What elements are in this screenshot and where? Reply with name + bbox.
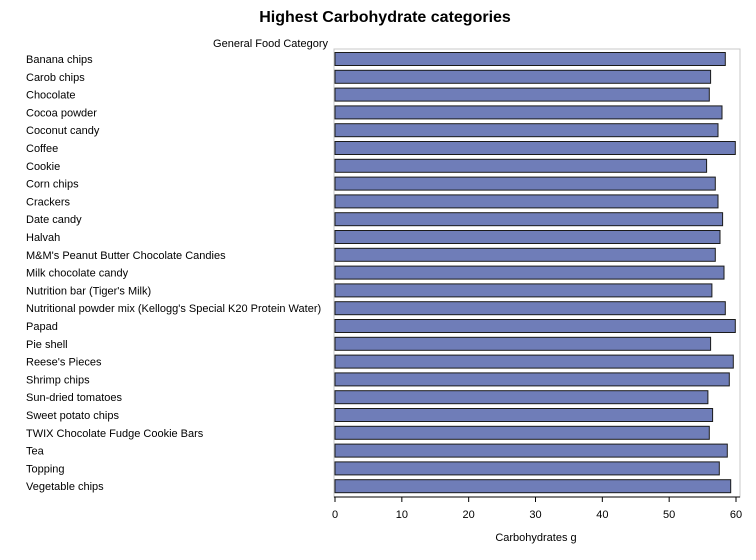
x-tick-label: 30 [529, 509, 541, 521]
category-label: Nutrition bar (Tiger's Milk) [26, 285, 151, 297]
category-label: Carob chips [26, 72, 85, 84]
category-label: Coconut candy [26, 125, 100, 137]
bar [334, 354, 734, 369]
x-tick-label: 10 [396, 509, 408, 521]
bar [334, 372, 730, 387]
bar [334, 336, 712, 351]
category-label: Coffee [26, 143, 58, 155]
bar [334, 230, 721, 244]
bar [334, 479, 732, 494]
bar [334, 319, 736, 333]
category-label: Sun-dried tomatoes [26, 392, 122, 404]
category-label: Pie shell [26, 339, 68, 351]
chart-title: Highest Carbohydrate categories [259, 9, 511, 26]
bar [334, 443, 728, 458]
category-label: Banana chips [26, 54, 93, 66]
category-label: Papad [26, 321, 58, 333]
category-label: Nutritional powder mix (Kellogg's Specia… [26, 303, 321, 315]
category-label: Date candy [26, 214, 82, 226]
category-labels-group: Banana chips Carob chips Chocolate Cocoa po… [26, 54, 321, 493]
bar [334, 301, 726, 316]
category-label: Shrimp chips [26, 374, 90, 386]
category-label: Chocolate [26, 90, 76, 102]
category-label: Corn chips [26, 179, 79, 191]
x-tick-label: 60 [730, 509, 742, 521]
bar [334, 69, 712, 84]
bar [334, 461, 720, 476]
bar [334, 283, 713, 298]
bar [334, 425, 710, 440]
category-label: Reese's Pieces [26, 357, 102, 369]
x-axis-label: Carbohydrates g [495, 532, 576, 544]
category-label: Crackers [26, 196, 71, 208]
bar [334, 141, 736, 155]
x-tick-label: 50 [663, 509, 675, 521]
bar [334, 247, 716, 262]
bar [334, 123, 719, 138]
x-tick-label: 20 [463, 509, 475, 521]
x-ticks-group: 0 10 20 30 40 50 60 [332, 497, 742, 521]
bar [334, 105, 723, 120]
category-label: Cookie [26, 161, 60, 173]
category-label: Cocoa powder [26, 107, 97, 119]
category-label: TWIX Chocolate Fudge Cookie Bars [26, 428, 204, 440]
category-label: M&M's Peanut Butter Chocolate Candies [26, 250, 226, 262]
category-label: Vegetable chips [26, 481, 104, 493]
bar [334, 158, 708, 173]
x-tick-label: 0 [332, 509, 338, 521]
category-label: Milk chocolate candy [26, 268, 129, 280]
bar [334, 408, 714, 422]
bar [334, 194, 719, 209]
bars-group [334, 52, 736, 494]
bar [334, 265, 725, 280]
bar [334, 212, 724, 227]
bar [334, 176, 716, 191]
bar [334, 87, 710, 102]
bar [334, 52, 726, 66]
y-axis-label: General Food Category [213, 38, 328, 50]
bar [334, 390, 709, 405]
category-label: Topping [26, 463, 65, 475]
category-label: Tea [26, 446, 45, 458]
category-label: Halvah [26, 232, 60, 244]
x-tick-label: 40 [596, 509, 608, 521]
category-label: Sweet potato chips [26, 410, 119, 422]
